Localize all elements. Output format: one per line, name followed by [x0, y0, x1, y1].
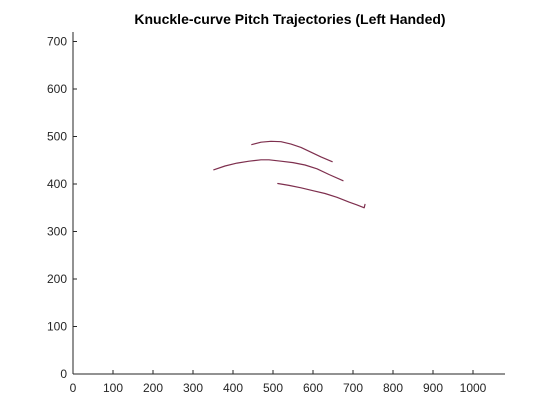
y-tick-label: 400	[47, 177, 67, 191]
chart-title: Knuckle-curve Pitch Trajectories (Left H…	[134, 11, 445, 27]
x-tick-label: 400	[223, 381, 243, 395]
y-tick-label: 300	[47, 225, 67, 239]
x-tick-label: 800	[383, 381, 403, 395]
x-tick-label: 0	[70, 381, 77, 395]
x-axis: 0 100 200 300 400 500 600 700 800 900 1000	[70, 370, 505, 395]
x-tick-label: 500	[263, 381, 283, 395]
y-tick-label: 100	[47, 320, 67, 334]
y-tick-label: 600	[47, 82, 67, 96]
y-tick-label: 500	[47, 130, 67, 144]
y-tick-label: 200	[47, 272, 67, 286]
x-tick-label: 600	[303, 381, 323, 395]
trajectory-line-2	[213, 159, 344, 182]
x-tick-label: 1000	[460, 381, 487, 395]
y-axis: 0 100 200 300 400 500 600 700	[47, 32, 77, 381]
x-tick-label: 700	[343, 381, 363, 395]
x-tick-label: 900	[423, 381, 443, 395]
y-tick-label: 0	[60, 367, 67, 381]
x-tick-label: 200	[143, 381, 163, 395]
trajectory-line-3	[277, 182, 366, 209]
y-tick-label: 700	[47, 35, 67, 49]
trajectory-line-1	[251, 140, 333, 163]
x-tick-label: 300	[183, 381, 203, 395]
plot-lines	[213, 140, 366, 209]
x-tick-label: 100	[103, 381, 123, 395]
